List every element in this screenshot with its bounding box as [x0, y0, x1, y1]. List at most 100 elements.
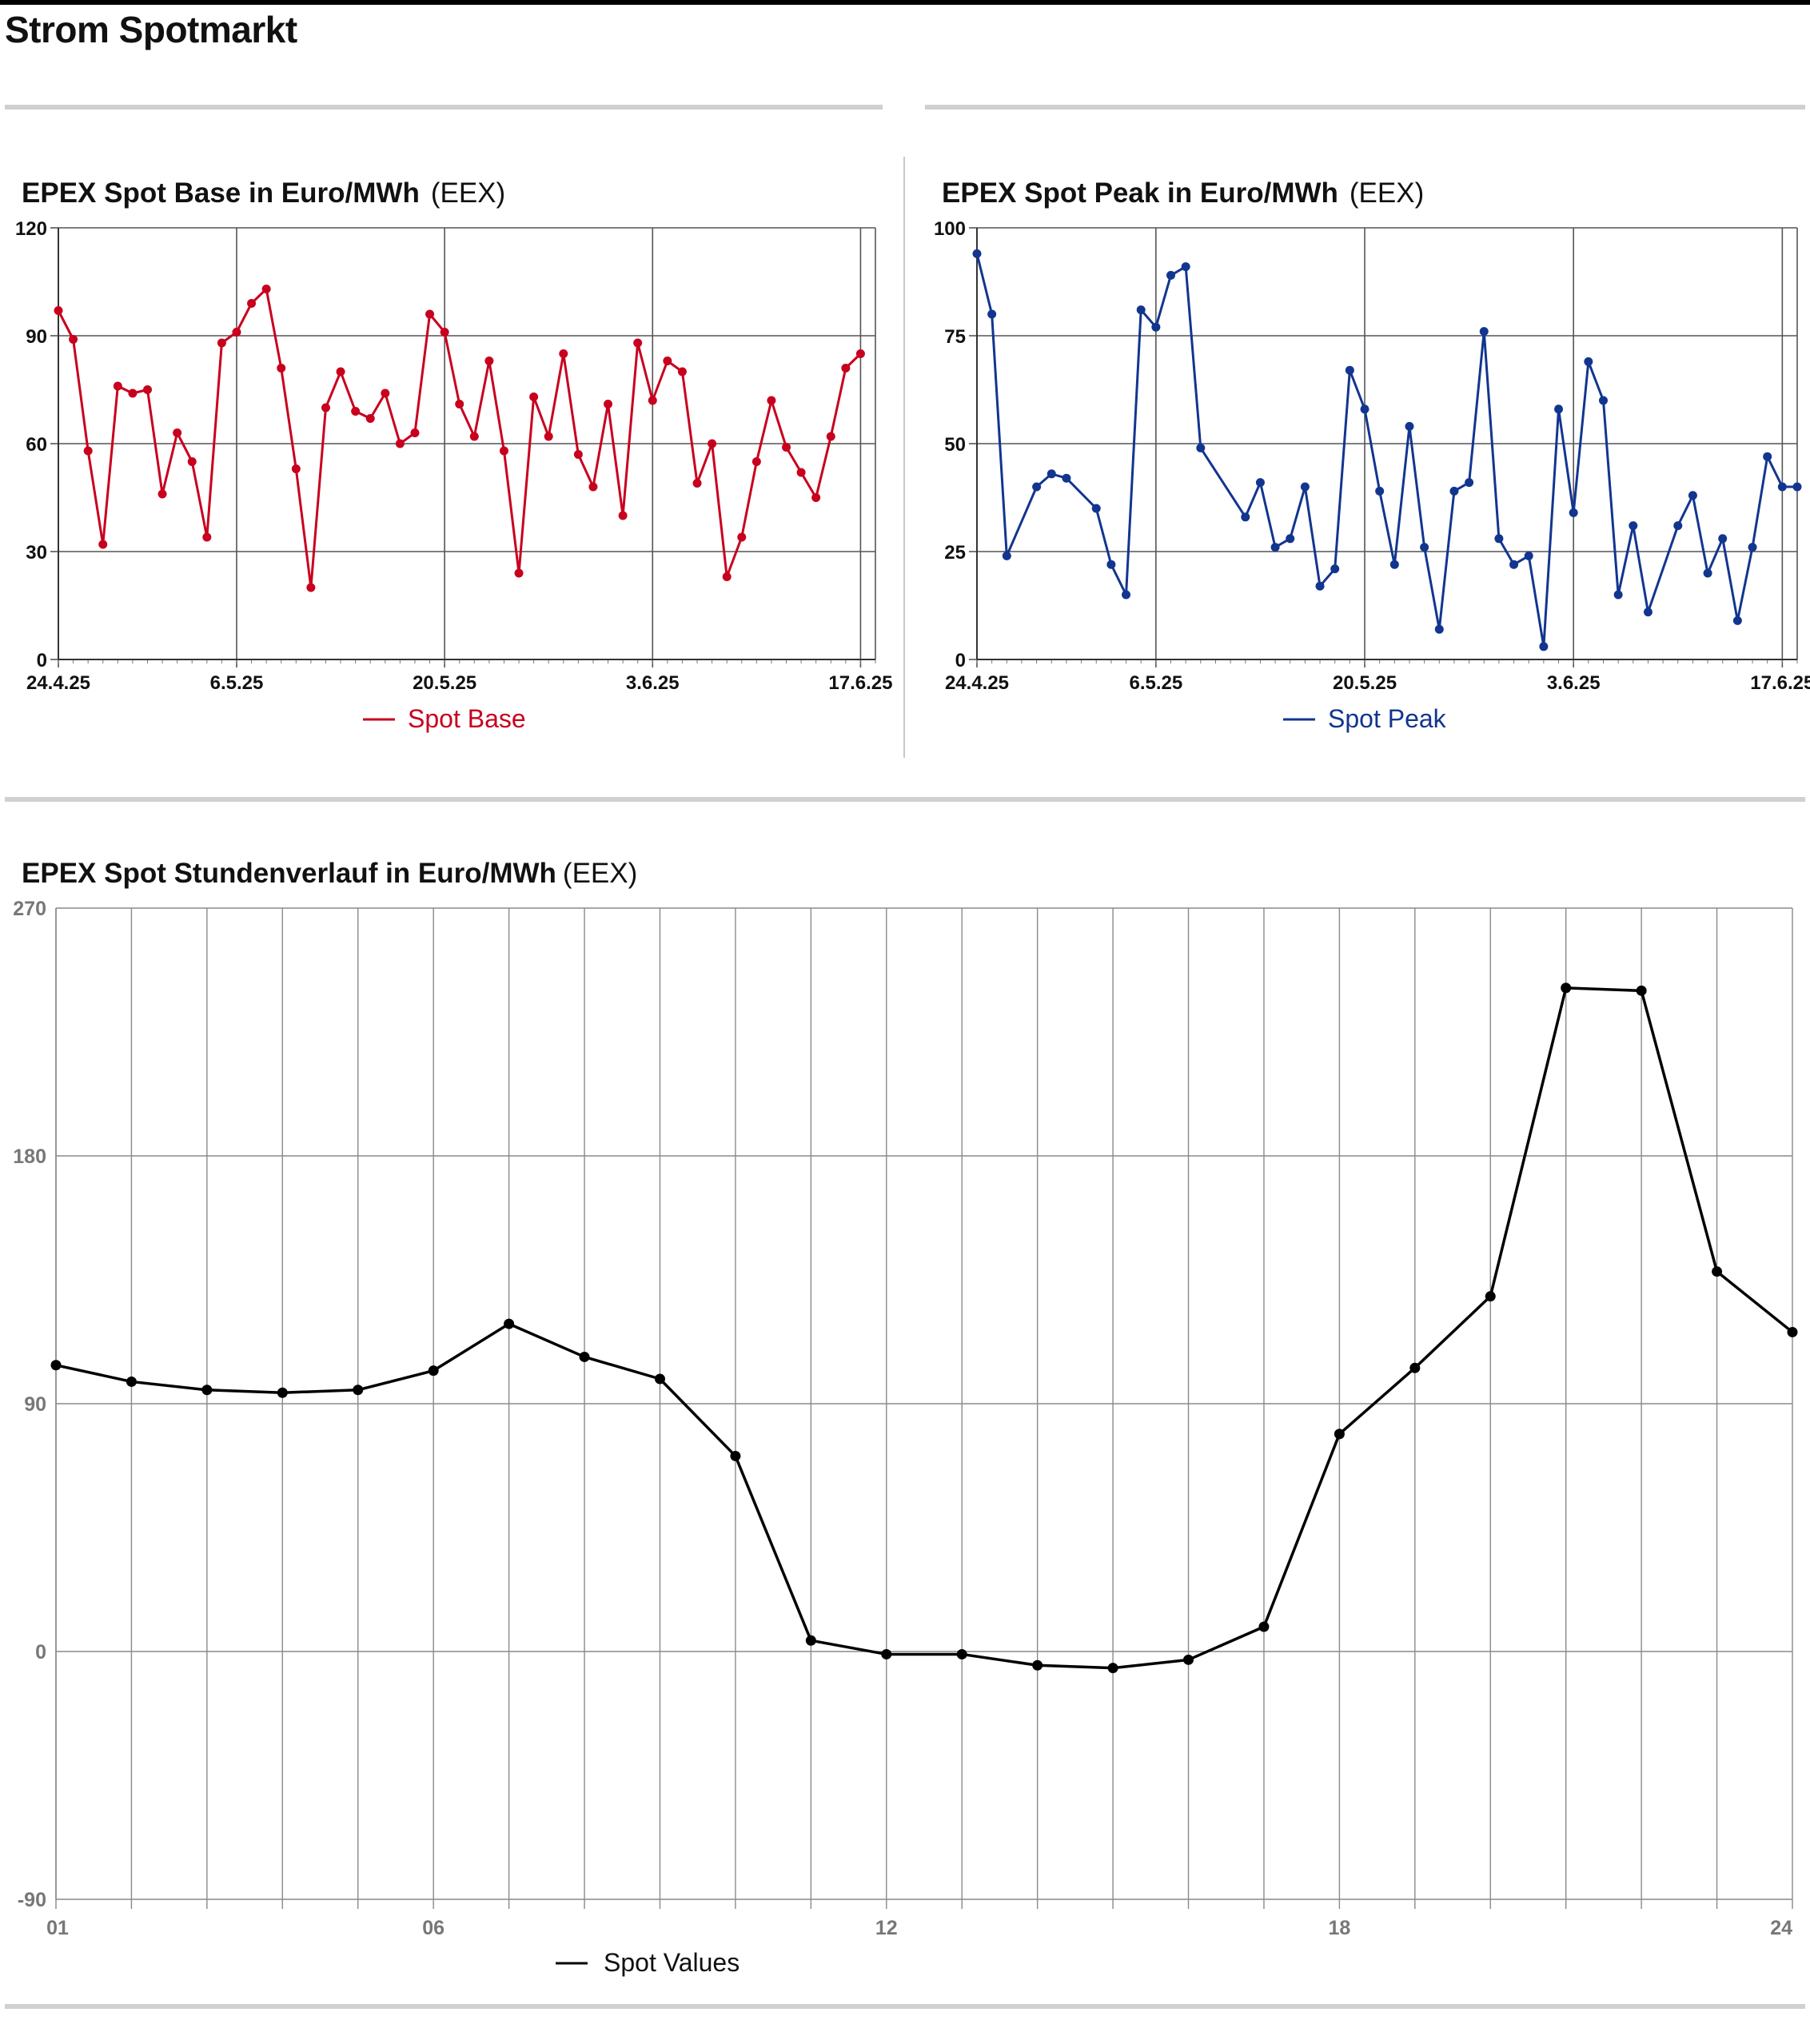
hourly-data-point [654, 1373, 665, 1385]
peak-data-point [1002, 551, 1011, 560]
peak-data-point [1494, 534, 1504, 544]
base-data-point [692, 479, 702, 488]
base-data-point [796, 468, 806, 477]
base-data-point [69, 335, 78, 344]
base-data-point [499, 446, 508, 456]
peak-data-point [1136, 305, 1146, 315]
base-data-point [128, 388, 138, 398]
peak-data-point [1524, 551, 1533, 560]
peak-data-point [987, 309, 997, 319]
base-data-point [202, 532, 212, 542]
peak-data-point [1748, 543, 1757, 552]
peak-ytick-label: 50 [944, 434, 966, 456]
base-data-point [737, 532, 747, 542]
base-data-point [811, 493, 821, 502]
hourly-data-point [1787, 1326, 1798, 1337]
base-xtick-label: 3.6.25 [626, 672, 680, 694]
page-title: Strom Spotmarkt [5, 9, 297, 50]
base-data-point [98, 540, 108, 549]
base-data-point [113, 381, 122, 391]
peak-data-point [1300, 482, 1310, 492]
base-data-point [425, 309, 435, 319]
base-data-point [559, 349, 568, 358]
hourly-data-point [730, 1450, 741, 1461]
hourly-chart-title-text: EPEX Spot Stundenverlauf in Euro/MWh [22, 858, 556, 889]
peak-data-point [1584, 357, 1593, 366]
hourly-legend-label: Spot Values [604, 1948, 740, 1977]
hourly-data-point [1032, 1660, 1043, 1671]
peak-data-point [1196, 443, 1206, 452]
peak-data-point [1763, 452, 1772, 461]
base-data-point [604, 400, 613, 408]
peak-data-point [1613, 590, 1623, 600]
peak-chart-title: EPEX Spot Peak in Euro/MWh (EEX) [942, 177, 1424, 209]
hourly-data-point [1712, 1266, 1723, 1277]
base-data-point [173, 428, 182, 437]
hourly-xtick-label: 12 [875, 1917, 898, 1939]
hourly-series-line [55, 986, 1794, 1670]
base-data-point [187, 457, 197, 466]
hourly-ytick-label: 270 [13, 898, 46, 920]
peak-data-point [1255, 478, 1265, 488]
peak-xtick-label: 6.5.25 [1129, 672, 1182, 694]
base-data-point [291, 464, 301, 473]
peak-data-point [1777, 482, 1787, 492]
hourly-data-point [956, 1648, 967, 1660]
peak-data-point [1047, 469, 1056, 479]
section-rule-right [925, 105, 1805, 110]
hourly-chart-title: EPEX Spot Stundenverlauf in Euro/MWh (EEX… [22, 858, 637, 890]
peak-data-point [1539, 642, 1549, 651]
base-data-point [484, 357, 494, 365]
hourly-xtick-label: 18 [1328, 1917, 1350, 1939]
section-rule-left [5, 105, 883, 110]
peak-data-point [1405, 421, 1414, 431]
peak-data-point [1598, 396, 1608, 405]
base-data-point [826, 432, 835, 441]
base-data-point [855, 349, 865, 358]
base-data-point [217, 338, 226, 348]
hourly-data-point [428, 1365, 439, 1377]
base-ytick-label: 30 [26, 542, 47, 564]
base-data-point [410, 428, 420, 437]
peak-chart: 0 25 50 75 100 24.4.25 6.5.25 20.5.25 3.6.25 17.6… [934, 218, 1810, 733]
base-ytick-label: 60 [26, 434, 47, 456]
section-rule-bottom [5, 2004, 1805, 2009]
peak-data-point [1241, 512, 1250, 522]
base-data-point [469, 432, 479, 441]
base-data-point [544, 432, 553, 441]
base-data-point [455, 400, 464, 408]
base-data-point [573, 450, 583, 459]
hourly-xtick-label: 01 [46, 1917, 69, 1939]
base-data-point [677, 367, 687, 377]
hourly-ytick-label: 0 [35, 1641, 46, 1663]
peak-data-point [1286, 534, 1295, 544]
base-data-point [306, 583, 316, 592]
peak-data-point [1509, 560, 1519, 569]
hourly-data-point [1485, 1291, 1496, 1302]
base-data-point [381, 388, 390, 398]
hourly-data-point [579, 1351, 590, 1362]
top-bar [0, 0, 1810, 5]
peak-data-point [1315, 581, 1325, 591]
base-data-point [247, 299, 257, 308]
peak-data-point [972, 249, 982, 258]
peak-data-point [1732, 616, 1742, 625]
hourly-data-point [1636, 985, 1647, 996]
peak-data-point [1106, 560, 1116, 569]
peak-data-point [1091, 504, 1101, 513]
peak-data-point [1629, 521, 1638, 531]
base-data-point [142, 385, 152, 394]
base-data-point [365, 414, 375, 423]
base-data-point [708, 439, 717, 448]
peak-xtick-label: 24.4.25 [945, 672, 1009, 694]
base-xtick-label: 24.4.25 [26, 672, 90, 694]
base-data-point [277, 364, 286, 373]
peak-data-point [1703, 568, 1712, 578]
peak-xtick-label: 3.6.25 [1547, 672, 1601, 694]
hourly-chart-source: (EEX) [562, 858, 638, 889]
hourly-ytick-label: 90 [24, 1393, 46, 1416]
base-xtick-label: 17.6.25 [828, 672, 892, 694]
peak-data-point [1569, 508, 1578, 517]
hourly-data-point [1409, 1362, 1421, 1373]
hourly-xtick-label: 06 [422, 1917, 445, 1939]
